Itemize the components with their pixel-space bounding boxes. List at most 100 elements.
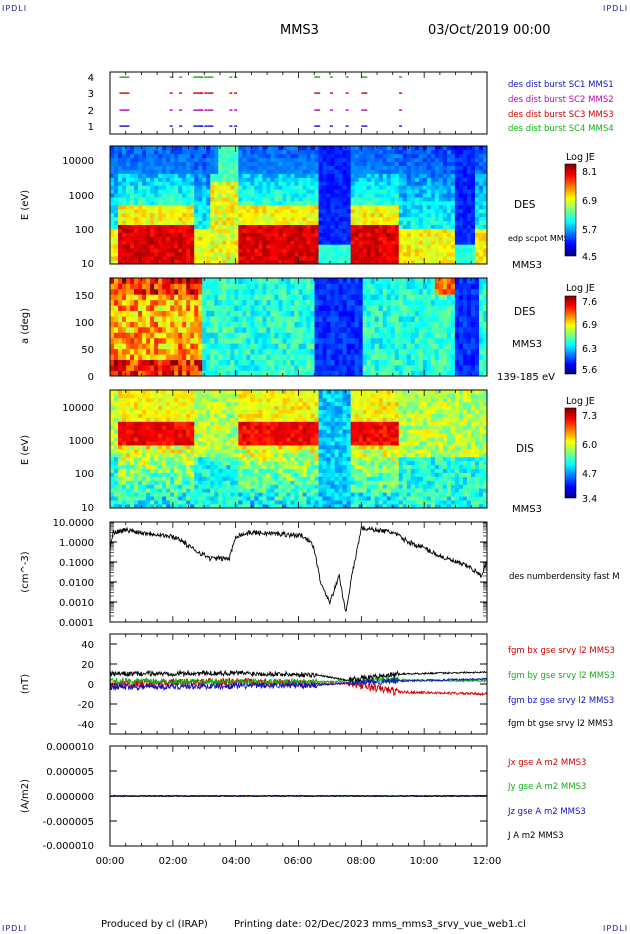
spectrogram-cell <box>130 452 135 458</box>
spectrogram-cell <box>174 359 179 366</box>
spectrogram-cell <box>450 359 456 366</box>
spectrogram-cell <box>326 294 331 301</box>
spectrogram-cell <box>238 236 243 241</box>
spectrogram-cell <box>394 260 400 264</box>
spectrogram-cell <box>318 359 323 366</box>
spectrogram-cell <box>326 208 331 214</box>
burst-mark <box>329 109 333 111</box>
spectrogram-cell <box>138 445 143 450</box>
spectrogram-cell <box>110 393 115 399</box>
spectrogram-cell <box>122 370 127 376</box>
spectrogram-cell <box>170 327 175 333</box>
spectrogram-cell <box>202 359 207 366</box>
spectrogram-cell <box>130 153 135 159</box>
spectrogram-cell <box>202 161 207 167</box>
spectrogram-cell <box>450 181 456 186</box>
spectrogram-cell <box>410 321 416 328</box>
spectrogram-cell <box>238 305 243 312</box>
spectrogram-cell <box>154 365 159 371</box>
spectrogram-cell <box>458 348 464 355</box>
spectrogram-cell <box>318 370 323 376</box>
spectrogram-cell <box>454 283 460 290</box>
spectrogram-cell <box>322 248 327 253</box>
spectrogram-cell <box>170 321 175 328</box>
spectrogram-cell <box>162 228 167 233</box>
spectrogram-cell <box>118 409 123 414</box>
spectrogram-cell <box>434 283 440 290</box>
spectrogram-cell <box>138 409 143 414</box>
spectrogram-cell <box>282 278 287 284</box>
spectrogram-cell <box>382 197 388 202</box>
spectrogram-cell <box>178 294 183 301</box>
spectrogram-cell <box>146 212 151 218</box>
spectrogram-cell <box>466 189 472 194</box>
spectrogram-cell <box>146 401 151 407</box>
spectrogram-cell <box>258 189 263 194</box>
spectrogram-cell <box>334 212 339 218</box>
spectrogram-cell <box>350 173 355 178</box>
spectrogram-cell <box>142 354 147 361</box>
spectrogram-cell <box>174 288 179 295</box>
spectrogram-cell <box>350 220 355 226</box>
spectrogram-cell <box>230 299 235 306</box>
spectrogram-cell <box>210 337 215 344</box>
spectrogram-cell <box>218 316 223 322</box>
spectrogram-cell <box>250 232 255 237</box>
spectrogram-cell <box>266 169 271 174</box>
spectrogram-cell <box>158 417 163 422</box>
spectrogram-cell <box>438 161 444 167</box>
spectrogram-cell <box>442 248 448 253</box>
spectrogram-cell <box>118 393 123 399</box>
spectrogram-cell <box>150 316 155 322</box>
spectrogram-cell <box>202 232 207 237</box>
spectrogram-cell <box>230 236 235 241</box>
spectrogram-cell <box>374 359 380 366</box>
spectrogram-cell <box>354 153 360 159</box>
spectrogram-cell <box>482 343 487 350</box>
spectrogram-cell <box>342 208 347 214</box>
spectrogram-cell <box>366 348 372 355</box>
spectrogram-cell <box>238 260 243 264</box>
spectrogram-cell <box>298 248 303 253</box>
spectrogram-cell <box>406 216 412 222</box>
spectrogram-cell <box>406 343 412 350</box>
spectrogram-cell <box>142 236 147 241</box>
spectrogram-cell <box>386 189 392 194</box>
spectrogram-cell <box>114 476 119 481</box>
spectrogram-cell <box>330 294 335 301</box>
spectrogram-cell <box>330 240 335 245</box>
spectrogram-cell <box>178 348 183 355</box>
spectrogram-cell <box>186 169 191 174</box>
spectrogram-cell <box>350 305 355 312</box>
spectrogram-cell <box>110 177 115 182</box>
spectrogram-cell <box>326 248 331 253</box>
spectrogram-cell <box>402 305 408 312</box>
spectrogram-cell <box>366 193 372 198</box>
spectrogram-cell <box>134 161 139 167</box>
spectrogram-cell <box>110 146 115 151</box>
spectrogram-cell <box>478 220 484 226</box>
spectrogram-cell <box>162 169 167 174</box>
spectrogram-cell <box>138 429 143 434</box>
spectrogram-cell <box>354 288 360 295</box>
spectrogram-cell <box>198 310 203 317</box>
spectrogram-cell <box>254 332 259 339</box>
spectrogram-cell <box>298 359 303 366</box>
spectrogram-cell <box>226 146 231 151</box>
spectrogram-cell <box>246 256 251 261</box>
spectrogram-cell <box>394 153 400 159</box>
spectrogram-cell <box>118 413 123 418</box>
spectrogram-cell <box>362 216 368 222</box>
spectrogram-cell <box>282 205 287 210</box>
spectrogram-cell <box>410 177 416 182</box>
spectrogram-cell <box>430 260 436 264</box>
spectrogram-cell <box>190 149 195 155</box>
spectrogram-cell <box>322 146 327 151</box>
spectrogram-cell <box>438 278 444 284</box>
spectrogram-cell <box>386 169 392 174</box>
spectrogram-cell <box>354 365 360 371</box>
spectrogram-cell <box>182 165 187 170</box>
spectrogram-cell <box>214 327 219 333</box>
spectrogram-cell <box>386 327 392 333</box>
spectrogram-cell <box>234 228 239 233</box>
